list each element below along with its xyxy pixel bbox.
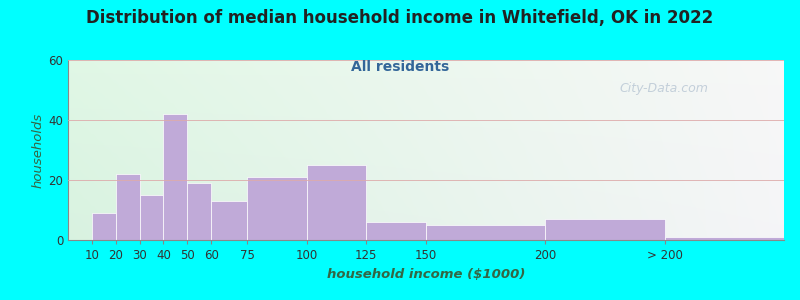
Bar — [665, 237, 784, 240]
Bar — [92, 213, 116, 240]
Bar — [426, 225, 546, 240]
Bar — [211, 201, 247, 240]
Bar — [546, 219, 665, 240]
Bar — [247, 177, 306, 240]
Bar — [306, 165, 366, 240]
Text: City-Data.com: City-Data.com — [619, 82, 708, 94]
Text: Distribution of median household income in Whitefield, OK in 2022: Distribution of median household income … — [86, 9, 714, 27]
Bar — [187, 183, 211, 240]
Y-axis label: households: households — [31, 112, 44, 188]
Bar — [139, 195, 163, 240]
Bar — [116, 174, 139, 240]
X-axis label: household income ($1000): household income ($1000) — [327, 268, 525, 281]
Bar — [163, 114, 187, 240]
Text: All residents: All residents — [351, 60, 449, 74]
Bar — [366, 222, 426, 240]
